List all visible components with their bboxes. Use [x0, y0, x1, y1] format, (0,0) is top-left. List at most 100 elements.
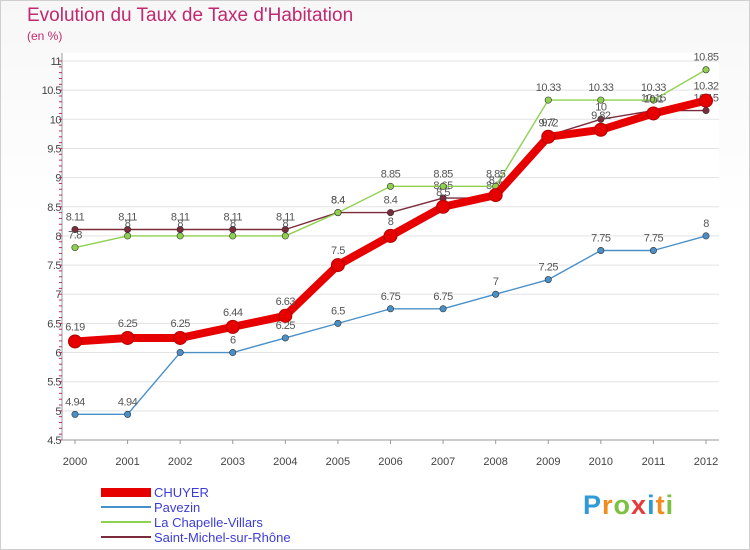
data-point: [225, 319, 240, 334]
data-label: 10.1: [644, 93, 664, 105]
data-label: 8.85: [381, 168, 401, 180]
data-label: 8.4: [331, 195, 345, 207]
data-label: 6.75: [433, 291, 453, 303]
data-label: 10.33: [588, 82, 613, 94]
data-point: [68, 334, 82, 349]
data-point: [71, 410, 79, 418]
data-label: 7.75: [591, 233, 611, 245]
data-label: 6.25: [170, 318, 190, 330]
data-label: 8: [177, 218, 183, 230]
data-label: 9.72: [539, 118, 559, 130]
data-point: [71, 226, 79, 234]
data-label: 8.11: [118, 212, 137, 224]
data-label: 8: [388, 216, 394, 228]
legend-swatch: [101, 506, 151, 508]
y-tick-label: 8: [55, 231, 61, 243]
series-chuyer: 6.19 6.25 6.25 6.44 6.63 7.5 8 8.5 8.7 9.7 9.82 10.…: [65, 81, 719, 349]
x-tick-label: 2005: [326, 456, 350, 468]
data-label: 8: [283, 218, 289, 230]
data-point: [702, 66, 710, 74]
data-label: 10.33: [536, 82, 561, 94]
y-tick-label: 7: [55, 289, 61, 301]
y-tick-label: 11: [51, 56, 62, 68]
data-point: [281, 232, 289, 240]
x-tick-label: 2010: [589, 456, 613, 468]
data-label: 8.11: [66, 212, 85, 224]
data-point: [334, 209, 342, 217]
data-label: 8.85: [433, 168, 453, 180]
data-label: 8: [125, 218, 131, 230]
data-point: [702, 107, 710, 115]
x-tick-label: 2012: [694, 456, 718, 468]
data-point: [334, 319, 342, 327]
x-tick-label: 2002: [168, 456, 192, 468]
data-label: 6.63: [276, 296, 296, 308]
legend-item: Pavezin: [101, 499, 200, 515]
data-point: [173, 330, 188, 345]
logo-letter: x: [631, 490, 648, 520]
x-tick-label: 2004: [273, 456, 297, 468]
legend-swatch: [101, 487, 151, 497]
data-point: [492, 290, 500, 298]
logo-letter: o: [613, 490, 632, 520]
legend-label: CHUYER: [154, 484, 209, 500]
proxiti-logo: Proxiti: [583, 490, 674, 521]
data-point: [436, 199, 451, 214]
data-point: [488, 188, 503, 203]
data-point: [544, 96, 552, 104]
y-tick-label: 9.5: [47, 143, 61, 155]
data-point: [702, 232, 710, 240]
data-point: [124, 232, 132, 240]
data-point: [699, 93, 713, 108]
data-point: [386, 209, 394, 217]
data-point: [281, 334, 289, 342]
data-label: 6: [230, 335, 236, 347]
data-label: 7.5: [331, 245, 345, 257]
chart-subtitle: (en %): [27, 29, 63, 43]
x-tick-label: 2009: [536, 456, 560, 468]
x-tick-label: 2003: [221, 456, 245, 468]
data-label: 8: [230, 218, 236, 230]
chart-title: Evolution du Taux de Taxe d'Habitation: [27, 5, 354, 26]
data-label: 8.7: [489, 175, 503, 187]
y-tick-label: 6: [55, 348, 61, 360]
data-label: 6.5: [331, 305, 345, 317]
x-tick-label: 2007: [431, 456, 455, 468]
data-label: 6.75: [381, 291, 401, 303]
data-label: 8.5: [436, 187, 450, 199]
data-label: 8.11: [223, 212, 242, 224]
y-tick-label: 10: [50, 114, 62, 126]
data-label: 7: [493, 276, 499, 288]
y-tick-label: 4.5: [47, 435, 61, 447]
data-point: [439, 305, 447, 313]
data-label: 6.19: [65, 321, 85, 333]
data-label: 6.44: [223, 307, 243, 319]
data-label: 7.25: [539, 262, 559, 274]
data-label: 4.94: [118, 396, 138, 408]
data-label: 6.25: [276, 320, 296, 332]
data-point: [649, 247, 657, 255]
x-tick-label: 2011: [642, 456, 666, 468]
legend-swatch: [101, 536, 151, 538]
data-label: 8: [703, 218, 709, 230]
data-label: 8.85: [486, 168, 506, 180]
data-point: [649, 96, 657, 104]
data-label: 9.82: [591, 110, 611, 122]
data-point: [597, 96, 605, 104]
y-tick-label: 6.5: [47, 318, 61, 330]
data-point: [176, 349, 184, 357]
y-tick-label: 5.5: [47, 377, 61, 389]
legend-label: La Chapelle-Villars: [154, 514, 263, 530]
legend-item: Saint-Michel-sur-Rhône: [101, 529, 291, 545]
logo-letter: t: [655, 490, 666, 520]
data-point: [176, 232, 184, 240]
y-tick-label: 9: [55, 173, 61, 185]
data-label: 7.75: [644, 233, 664, 245]
logo-letter: i: [665, 490, 675, 520]
data-point: [597, 247, 605, 255]
data-point: [544, 276, 552, 284]
logo-letter: P: [583, 490, 603, 520]
